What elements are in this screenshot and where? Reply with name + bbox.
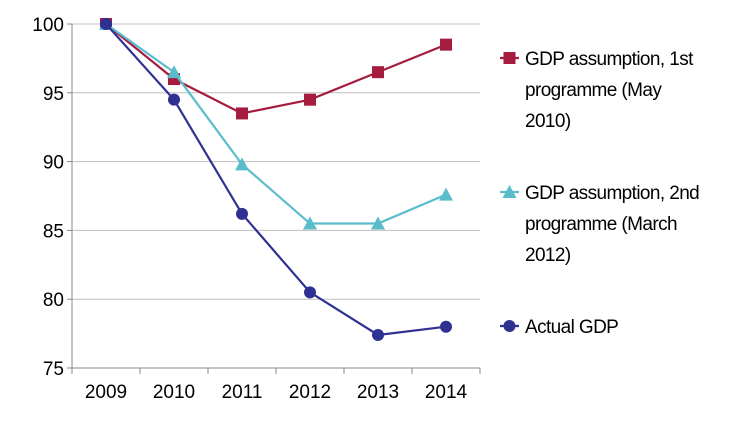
y-tick-label-95: 95 — [43, 84, 64, 105]
x-tick-label-2010: 2010 — [153, 382, 195, 403]
y-tick-label-75: 75 — [43, 359, 64, 380]
y-tick-label-80: 80 — [43, 290, 64, 311]
legend-label-1-line-1: GDP assumption, 1st — [525, 49, 694, 70]
x-tick-label-2013: 2013 — [357, 382, 399, 403]
legend-label-2: GDP assumption, 2nd programme (March 2012) — [525, 183, 699, 266]
legend-label-1: GDP assumption, 1st programme (May 2010) — [525, 49, 694, 132]
legend-marker-2 — [502, 185, 517, 198]
legend: GDP assumption, 1st programme (May 2010)GD… — [500, 49, 700, 338]
series-3 — [100, 18, 452, 341]
legend-entry-1: GDP assumption, 1st programme (May 2010) — [500, 49, 695, 132]
series-2-point-2014 — [439, 187, 453, 201]
legend-label-1-line-2: programme (May — [525, 80, 662, 101]
series-3-line — [105, 23, 447, 337]
legend-label-3-line-1: Actual GDP — [525, 317, 618, 338]
axes — [67, 23, 481, 374]
series-3-point-2011 — [236, 207, 248, 220]
series-1-point-2013 — [372, 66, 384, 79]
series-2 — [99, 17, 453, 230]
grid-lines — [72, 23, 480, 300]
series-2-point-2010 — [167, 65, 181, 79]
legend-label-2-line-3: 2012) — [525, 245, 571, 266]
y-tick-label-100: 100 — [32, 15, 64, 36]
series-1-point-2011 — [236, 107, 248, 120]
series-1 — [100, 18, 452, 120]
x-tick-label-2014: 2014 — [425, 382, 468, 403]
x-tick-label-2011: 2011 — [222, 382, 263, 403]
series-3-point-2012 — [304, 286, 316, 299]
x-tick-labels: 2009 2010 2011 2012 2013 2014 — [85, 382, 468, 403]
series-1-point-2014 — [440, 38, 452, 51]
series-3-point-2014 — [440, 320, 452, 333]
series-3-point-2009 — [100, 18, 112, 30]
series-group — [99, 17, 453, 341]
series-2-point-2012 — [303, 216, 317, 230]
legend-label-3: Actual GDP — [525, 317, 618, 338]
series-1-point-2012 — [304, 93, 316, 106]
series-3-point-2010 — [168, 93, 180, 106]
legend-entry-2: GDP assumption, 2nd programme (March 2012) — [500, 183, 700, 266]
y-tick-labels: 75 80 85 90 95 100 — [32, 15, 64, 380]
x-tick-label-2012: 2012 — [289, 382, 331, 403]
legend-label-2-line-2: programme (March — [525, 214, 677, 235]
legend-marker-3 — [503, 320, 516, 332]
legend-marker-1 — [503, 52, 516, 64]
x-tick-label-2009: 2009 — [85, 382, 127, 403]
series-3-point-2013 — [372, 328, 384, 341]
series-1-line — [105, 23, 447, 115]
legend-entry-3: Actual GDP — [500, 317, 619, 338]
y-tick-label-90: 90 — [43, 153, 64, 174]
legend-label-1-line-3: 2010) — [525, 111, 571, 132]
legend-label-2-line-1: GDP assumption, 2nd — [525, 183, 699, 204]
series-2-point-2011 — [235, 157, 249, 171]
series-2-point-2013 — [371, 216, 385, 230]
series-2-line — [105, 23, 447, 225]
y-tick-label-85: 85 — [43, 221, 64, 242]
